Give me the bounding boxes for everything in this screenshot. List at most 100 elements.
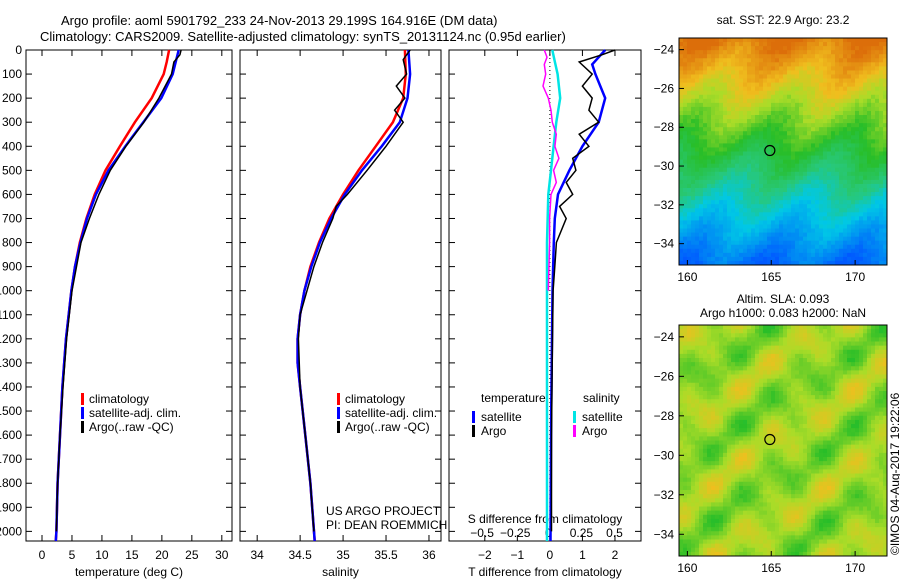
map-cell [679, 510, 684, 516]
map-cell [851, 171, 856, 177]
map-cell [723, 473, 728, 479]
map-cell [815, 74, 820, 80]
map-cell [831, 175, 836, 181]
map-cell [743, 228, 748, 234]
map-cell [687, 143, 692, 148]
map-cell [759, 481, 764, 487]
map-cell [715, 94, 720, 100]
map-cell [847, 179, 852, 185]
map-cell [835, 90, 840, 96]
map-cell [747, 119, 752, 124]
x-tick-label: −1 [510, 548, 524, 562]
map-cell [763, 535, 768, 541]
map-cell [803, 358, 808, 363]
map-cell [699, 477, 704, 483]
map-cell [735, 543, 740, 549]
map-cell [711, 469, 716, 475]
map-cell [767, 123, 772, 128]
map-cell [859, 167, 864, 173]
map-cell [695, 391, 700, 396]
map-cell [779, 325, 784, 330]
map-cell [799, 192, 804, 197]
map-cell [783, 155, 788, 161]
map-cell [775, 82, 780, 88]
map-cell [683, 204, 688, 209]
map-cell [875, 98, 880, 104]
map-cell [751, 123, 756, 128]
map-cell [775, 58, 780, 63]
map-cell [687, 543, 692, 549]
map-cell [747, 62, 752, 67]
map-cell [787, 329, 792, 334]
map-cell [707, 366, 712, 371]
series-line-s-argo [542, 49, 560, 291]
map-cell [727, 345, 732, 351]
map-cell [699, 448, 704, 454]
map-cell [683, 252, 688, 258]
map-cell [691, 46, 696, 51]
map-cell [791, 74, 796, 80]
map-cell [879, 90, 884, 96]
map-cell [751, 535, 756, 541]
map-cell [731, 46, 736, 51]
map-cell [711, 54, 716, 59]
map-cell [755, 98, 760, 104]
map-cell [679, 341, 684, 347]
map-cell [763, 518, 768, 524]
map-cell [711, 547, 716, 553]
map-cell [803, 183, 808, 189]
map-cell [875, 42, 880, 47]
map-cell [715, 436, 720, 442]
map-cell [859, 252, 864, 258]
map-cell [731, 341, 736, 347]
map-cell [743, 212, 748, 217]
map-cell [719, 183, 724, 189]
map-cell [719, 86, 724, 92]
map-cell [799, 208, 804, 213]
map-cell [739, 54, 744, 59]
map-cell [767, 527, 772, 532]
map-cell [827, 192, 832, 197]
map-cell [815, 54, 820, 59]
map-cell [695, 440, 700, 446]
map-cell [711, 374, 716, 380]
map-cell [739, 386, 744, 392]
map-cell [683, 143, 688, 148]
map-cell [811, 179, 816, 185]
map-cell [731, 382, 736, 388]
map-cell [783, 535, 788, 541]
map-cell [787, 163, 792, 169]
map-cell [779, 175, 784, 181]
map-cell [867, 70, 872, 75]
map-cell [795, 386, 800, 392]
map-cell [747, 110, 752, 116]
map-cell [719, 62, 724, 67]
map-cell [851, 98, 856, 104]
map-cell [775, 224, 780, 230]
map-cell [751, 391, 756, 396]
map-cell [739, 187, 744, 193]
map-cell [755, 465, 760, 470]
map-cell [791, 547, 796, 553]
map-cell [795, 469, 800, 475]
map-cell [683, 208, 688, 213]
map-cell [811, 159, 816, 165]
map-cell [779, 432, 784, 437]
map-cell [727, 220, 732, 225]
map-cell [691, 514, 696, 520]
map-cell [719, 179, 724, 185]
map-cell [855, 155, 860, 161]
map-cell [875, 192, 880, 197]
map-cell [783, 424, 788, 429]
map-cell [751, 86, 756, 92]
map-cell [711, 502, 716, 508]
map-cell [771, 547, 776, 553]
map-cell [759, 82, 764, 88]
map-cell [707, 106, 712, 112]
map-cell [735, 440, 740, 446]
map-cell [679, 171, 684, 177]
map-cell [855, 42, 860, 47]
map-cell [803, 494, 808, 499]
map-cell [823, 58, 828, 63]
map-cell [771, 523, 776, 528]
